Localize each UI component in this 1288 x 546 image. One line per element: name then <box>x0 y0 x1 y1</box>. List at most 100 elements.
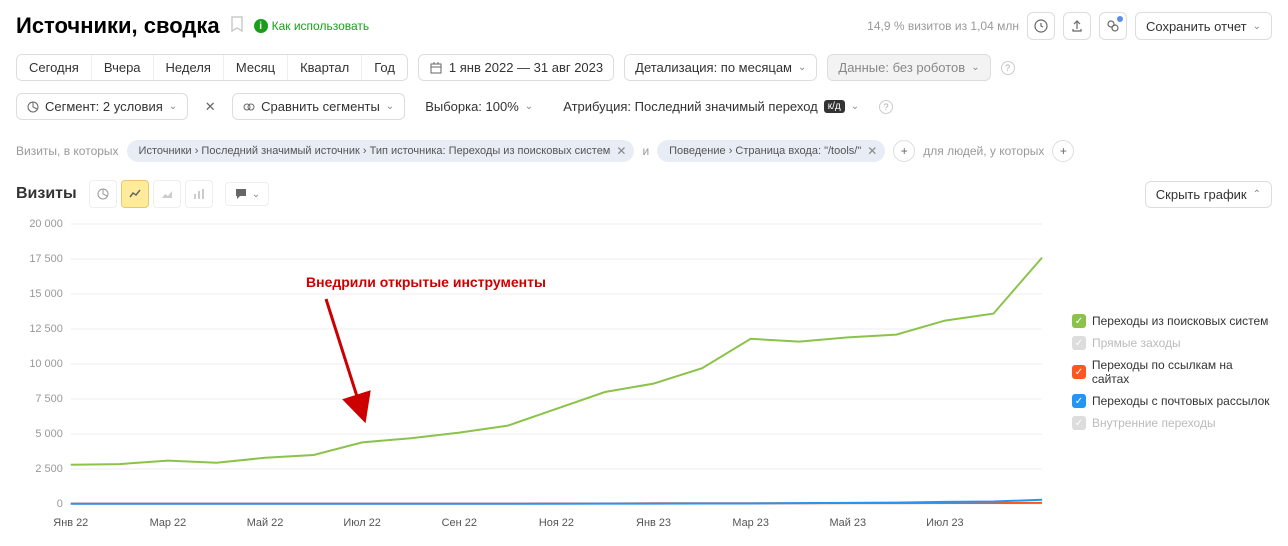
visits-stat: 14,9 % визитов из 1,04 млн <box>867 19 1019 33</box>
calendar-icon <box>429 61 443 75</box>
period-Вчера[interactable]: Вчера <box>92 55 154 80</box>
legend-item-links[interactable]: ✓ Переходы по ссылкам на сайтах <box>1072 358 1272 386</box>
date-range-picker[interactable]: 1 янв 2022 — 31 авг 2023 <box>418 54 614 81</box>
compare-icon <box>243 101 255 113</box>
period-row: СегодняВчераНеделяМесяцКварталГод 1 янв … <box>16 54 1272 81</box>
legend-item-internal[interactable]: ✓Внутренние переходы <box>1072 416 1272 430</box>
svg-text:Июл 23: Июл 23 <box>926 517 963 529</box>
share-icon-button[interactable] <box>1063 12 1091 40</box>
legend-swatch: ✓ <box>1072 314 1086 328</box>
segment-button[interactable]: Сегмент: 2 условия ⌄ <box>16 93 188 120</box>
svg-text:10 000: 10 000 <box>29 358 62 370</box>
svg-text:Сен 22: Сен 22 <box>442 517 477 529</box>
help-icon[interactable]: ? <box>879 100 893 114</box>
svg-text:17 500: 17 500 <box>29 253 62 265</box>
line-chart: 02 5005 0007 50010 00012 50015 00017 500… <box>16 214 1052 534</box>
bookmark-icon[interactable] <box>230 16 244 37</box>
svg-text:Мар 22: Мар 22 <box>150 517 187 529</box>
segment-label: Сегмент: 2 условия <box>45 99 163 114</box>
legend-item-direct[interactable]: ✓Прямые заходы <box>1072 336 1272 350</box>
clear-segment-button[interactable]: ✕ <box>198 95 222 119</box>
detail-label: Детализация: по месяцам <box>635 60 792 75</box>
date-range-label: 1 янв 2022 — 31 авг 2023 <box>449 60 603 75</box>
pill-remove-icon[interactable]: ✕ <box>616 144 626 158</box>
period-Неделя[interactable]: Неделя <box>154 55 224 80</box>
period-Год[interactable]: Год <box>362 55 407 80</box>
detail-select[interactable]: Детализация: по месяцам ⌄ <box>624 54 817 81</box>
chart-type-pie[interactable] <box>89 180 117 208</box>
robots-filter[interactable]: Данные: без роботов ⌄ <box>827 54 990 81</box>
legend-label: Переходы по ссылкам на сайтах <box>1092 358 1272 386</box>
compare-button[interactable]: Сравнить сегменты ⌄ <box>232 93 405 120</box>
target-icon-button[interactable] <box>1099 12 1127 40</box>
comment-button[interactable]: ⌄ <box>225 182 269 206</box>
svg-text:5 000: 5 000 <box>35 428 62 440</box>
svg-text:Май 22: Май 22 <box>247 517 284 529</box>
svg-text:0: 0 <box>57 498 63 510</box>
comment-icon <box>234 187 248 201</box>
sample-label: Выборка: 100% <box>425 99 519 114</box>
chart-annotation: Внедрили открытые инструменты <box>306 274 546 290</box>
filter-pill-behavior[interactable]: Поведение › Страница входа: "/tools/" ✕ <box>657 140 885 162</box>
help-icon[interactable]: ? <box>1001 61 1015 75</box>
svg-text:Мар 23: Мар 23 <box>732 517 769 529</box>
pill-remove-icon[interactable]: ✕ <box>867 144 877 158</box>
legend-label: Прямые заходы <box>1092 336 1181 350</box>
svg-text:12 500: 12 500 <box>29 323 62 335</box>
sample-select[interactable]: Выборка: 100% ⌄ <box>415 94 543 119</box>
svg-text:Май 23: Май 23 <box>829 517 866 529</box>
robots-label: Данные: без роботов <box>838 60 965 75</box>
legend-swatch: ✓ <box>1072 394 1086 408</box>
chart-type-area[interactable] <box>153 180 181 208</box>
pill-label: Источники › Последний значимый источник … <box>139 145 611 157</box>
chart-type-icons <box>89 180 213 208</box>
legend-item-search[interactable]: ✓Переходы из поисковых систем <box>1072 314 1272 328</box>
attribution-select[interactable]: Атрибуция: Последний значимый переход к/… <box>553 94 869 119</box>
page-title: Источники, сводка <box>16 13 220 39</box>
compare-label: Сравнить сегменты <box>261 99 380 114</box>
chevron-down-icon: ⌄ <box>525 101 533 112</box>
legend-label: Внутренние переходы <box>1092 416 1216 430</box>
period-Месяц[interactable]: Месяц <box>224 55 288 80</box>
filter-prefix: Визиты, в которых <box>16 144 119 158</box>
chart-type-bar[interactable] <box>185 180 213 208</box>
chart-legend: ✓Переходы из поисковых систем✓Прямые зах… <box>1072 214 1272 438</box>
hide-chart-button[interactable]: Скрыть график ⌃ <box>1145 181 1272 208</box>
add-people-filter-button[interactable]: + <box>1052 140 1074 162</box>
save-label: Сохранить отчет <box>1146 19 1247 34</box>
chevron-down-icon: ⌄ <box>1253 21 1261 32</box>
how-to-link[interactable]: i Как использовать <box>254 19 370 33</box>
how-to-label: Как использовать <box>272 19 370 33</box>
period-Квартал[interactable]: Квартал <box>288 55 362 80</box>
filter-pill-source[interactable]: Источники › Последний значимый источник … <box>127 140 635 162</box>
hide-chart-label: Скрыть график <box>1156 187 1247 202</box>
add-filter-button[interactable]: + <box>893 140 915 162</box>
svg-text:2 500: 2 500 <box>35 463 62 475</box>
chart-area: 02 5005 0007 50010 00012 50015 00017 500… <box>16 214 1052 534</box>
legend-item-mail[interactable]: ✓Переходы с почтовых рассылок <box>1072 394 1272 408</box>
pill-label: Поведение › Страница входа: "/tools/" <box>669 145 861 157</box>
chevron-up-icon: ⌃ <box>1253 189 1261 200</box>
svg-text:Июл 22: Июл 22 <box>343 517 380 529</box>
controls-row: Сегмент: 2 условия ⌄ ✕ Сравнить сегменты… <box>16 93 1272 120</box>
svg-text:Ноя 22: Ноя 22 <box>539 517 574 529</box>
svg-text:15 000: 15 000 <box>29 288 62 300</box>
chevron-down-icon: ⌄ <box>252 189 260 200</box>
chart-header: Визиты ⌄ Скрыть график ⌃ <box>16 180 1272 208</box>
filter-suffix: для людей, у которых <box>923 144 1044 158</box>
save-report-button[interactable]: Сохранить отчет ⌄ <box>1135 12 1272 40</box>
filter-conj: и <box>642 144 649 158</box>
chart-type-line[interactable] <box>121 180 149 208</box>
chevron-down-icon: ⌄ <box>386 101 394 112</box>
segment-icon <box>27 101 39 113</box>
svg-text:20 000: 20 000 <box>29 218 62 230</box>
chevron-down-icon: ⌄ <box>169 101 177 112</box>
period-Сегодня[interactable]: Сегодня <box>17 55 92 80</box>
legend-swatch: ✓ <box>1072 365 1086 379</box>
period-group: СегодняВчераНеделяМесяцКварталГод <box>16 54 408 81</box>
chart-title: Визиты <box>16 185 77 203</box>
info-icon: i <box>254 19 268 33</box>
attribution-badge: к/д <box>824 100 845 113</box>
chart-wrap: 02 5005 0007 50010 00012 50015 00017 500… <box>16 214 1272 534</box>
clock-icon-button[interactable] <box>1027 12 1055 40</box>
